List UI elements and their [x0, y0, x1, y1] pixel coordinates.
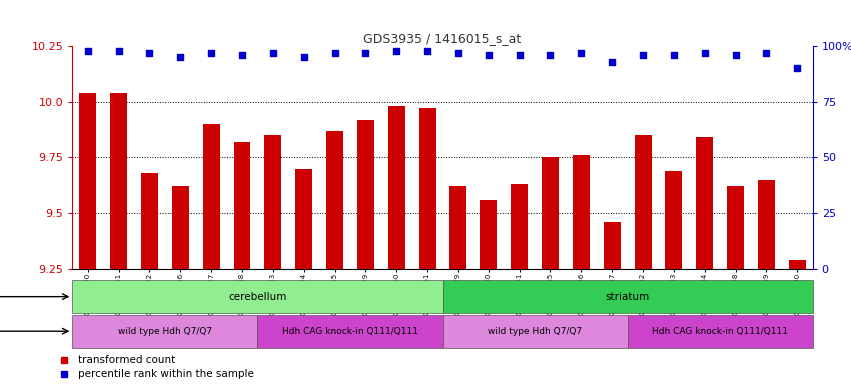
Point [174, 54, 187, 60]
Bar [419, 108, 436, 269]
Point [390, 48, 403, 54]
Bar [265, 135, 282, 269]
Point [235, 52, 248, 58]
Point [204, 50, 218, 56]
Bar [758, 180, 775, 269]
Bar [480, 200, 497, 269]
Bar [295, 169, 312, 269]
Point [698, 50, 711, 56]
Text: transformed count: transformed count [78, 355, 175, 365]
Point [451, 50, 465, 56]
Text: wild type Hdh Q7/Q7: wild type Hdh Q7/Q7 [488, 327, 582, 336]
Point [760, 50, 774, 56]
Text: percentile rank within the sample: percentile rank within the sample [78, 369, 254, 379]
Bar [573, 155, 590, 269]
Point [81, 48, 94, 54]
Bar [603, 222, 620, 269]
Bar [635, 135, 652, 269]
Point [482, 52, 495, 58]
Bar [233, 142, 250, 269]
Text: Hdh CAG knock-in Q111/Q111: Hdh CAG knock-in Q111/Q111 [282, 327, 418, 336]
Bar [141, 173, 158, 269]
Bar [203, 124, 220, 269]
Bar [511, 184, 528, 269]
Point [791, 65, 804, 71]
Bar [257, 315, 443, 348]
Bar [665, 171, 683, 269]
Bar [79, 93, 96, 269]
Point [297, 54, 311, 60]
Point [667, 52, 681, 58]
Bar [357, 119, 374, 269]
Point [728, 52, 742, 58]
Point [143, 50, 157, 56]
Bar [789, 260, 806, 269]
Bar [443, 280, 813, 313]
Point [358, 50, 372, 56]
Text: cerebellum: cerebellum [228, 291, 287, 302]
Bar [727, 186, 744, 269]
Bar [542, 157, 559, 269]
Point [637, 52, 650, 58]
Bar [72, 315, 257, 348]
Point [266, 50, 280, 56]
Title: GDS3935 / 1416015_s_at: GDS3935 / 1416015_s_at [363, 32, 522, 45]
Point [420, 48, 434, 54]
Bar [388, 106, 405, 269]
Point [574, 50, 588, 56]
Bar [627, 315, 813, 348]
Point [111, 48, 125, 54]
Bar [696, 137, 713, 269]
Text: Hdh CAG knock-in Q111/Q111: Hdh CAG knock-in Q111/Q111 [652, 327, 788, 336]
Bar [172, 186, 189, 269]
Point [328, 50, 341, 56]
Point [513, 52, 527, 58]
Bar [110, 93, 127, 269]
Bar [449, 186, 466, 269]
Text: wild type Hdh Q7/Q7: wild type Hdh Q7/Q7 [117, 327, 212, 336]
Bar [326, 131, 343, 269]
Text: striatum: striatum [606, 291, 649, 302]
Bar [72, 280, 443, 313]
Bar [443, 315, 627, 348]
Point [605, 59, 619, 65]
Point [544, 52, 557, 58]
